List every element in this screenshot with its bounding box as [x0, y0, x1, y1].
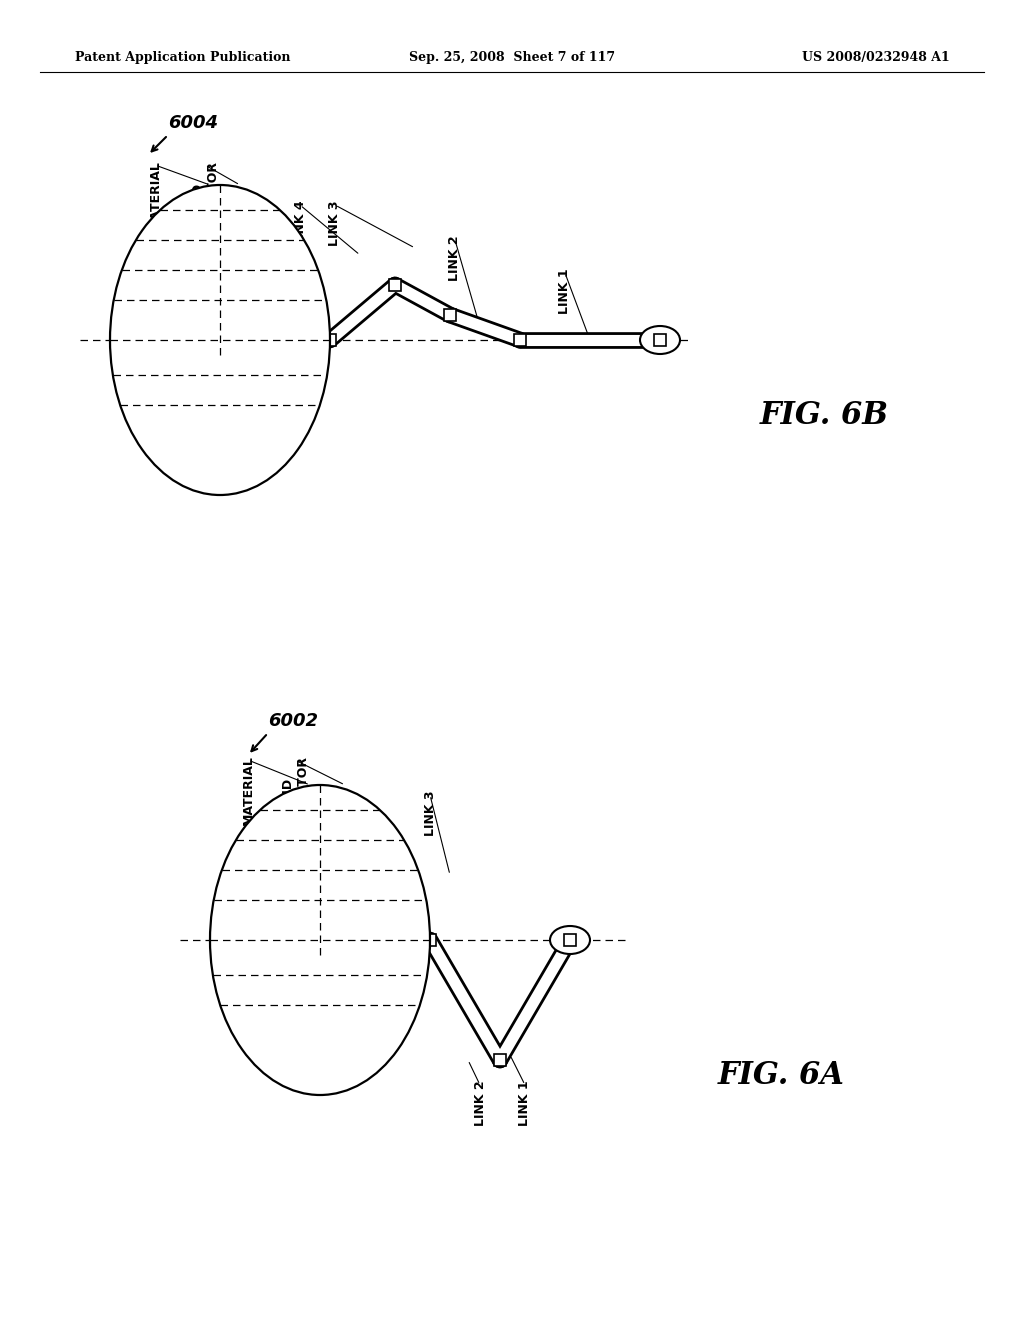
FancyBboxPatch shape [654, 334, 666, 346]
Text: LINK 2: LINK 2 [473, 1080, 486, 1126]
Text: FIG. 6A: FIG. 6A [718, 1060, 845, 1090]
Ellipse shape [640, 326, 680, 354]
FancyBboxPatch shape [514, 334, 526, 346]
Text: END
EFFECTOR: END EFFECTOR [191, 160, 219, 232]
Text: MATERIAL: MATERIAL [148, 160, 162, 230]
FancyBboxPatch shape [389, 279, 401, 290]
FancyBboxPatch shape [324, 334, 336, 346]
Ellipse shape [210, 785, 430, 1096]
Text: LINK 2: LINK 2 [449, 235, 462, 281]
Text: 6002: 6002 [268, 711, 318, 730]
Text: LINK 1: LINK 1 [518, 1080, 531, 1126]
Text: LINK 4: LINK 4 [294, 201, 306, 246]
Text: END
EFFECTOR: END EFFECTOR [281, 755, 309, 828]
FancyBboxPatch shape [424, 935, 436, 946]
Text: FIG. 6B: FIG. 6B [760, 400, 889, 430]
FancyBboxPatch shape [444, 309, 456, 321]
Text: 6004: 6004 [168, 114, 218, 132]
Text: MATERIAL: MATERIAL [242, 755, 255, 825]
FancyBboxPatch shape [494, 1053, 506, 1067]
FancyBboxPatch shape [564, 935, 575, 946]
Text: US 2008/0232948 A1: US 2008/0232948 A1 [802, 51, 950, 65]
Text: Patent Application Publication: Patent Application Publication [75, 51, 291, 65]
Ellipse shape [110, 185, 330, 495]
Text: LINK 3: LINK 3 [329, 201, 341, 246]
Ellipse shape [550, 927, 590, 954]
Text: LINK 1: LINK 1 [558, 268, 571, 314]
Text: Sep. 25, 2008  Sheet 7 of 117: Sep. 25, 2008 Sheet 7 of 117 [409, 51, 615, 65]
Text: LINK 3: LINK 3 [424, 789, 436, 836]
